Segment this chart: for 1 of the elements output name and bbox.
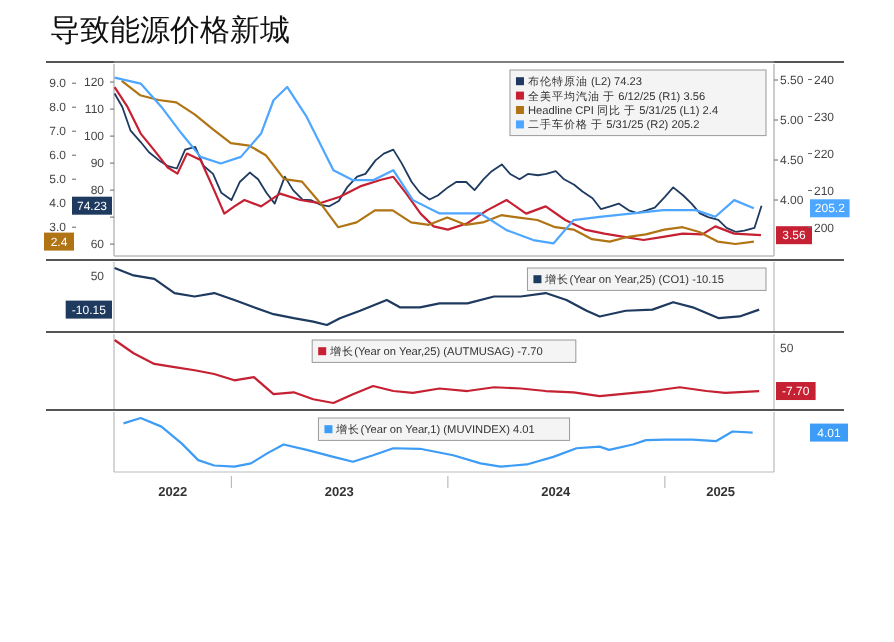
chart-title: 导致能源价格新城 (50, 12, 290, 48)
